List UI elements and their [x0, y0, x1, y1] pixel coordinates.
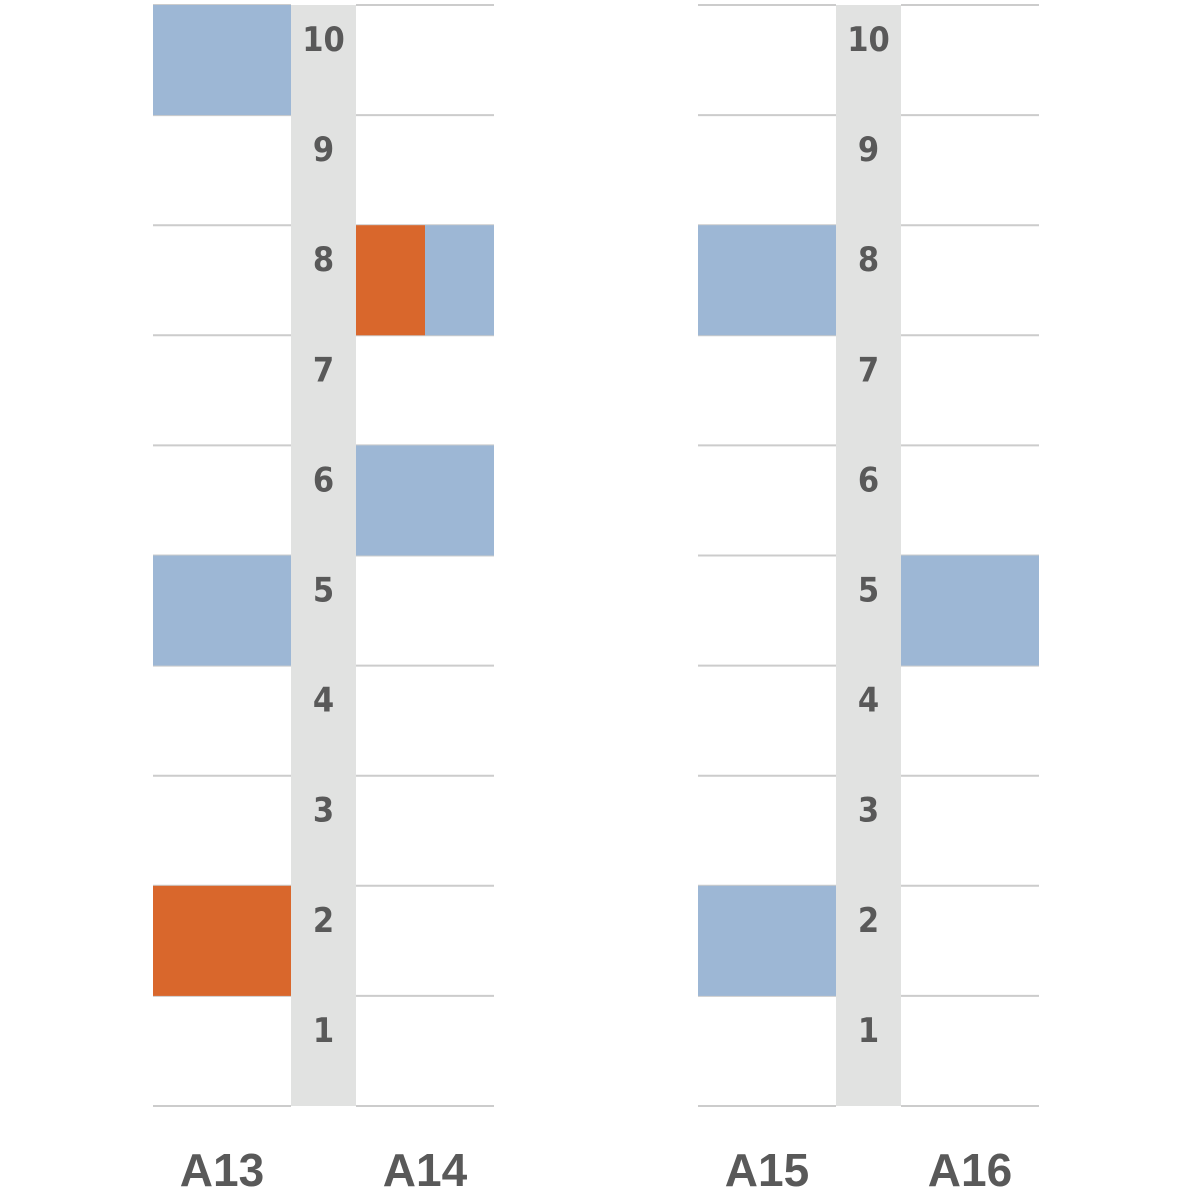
level-label: 9 — [858, 130, 879, 170]
level-spine — [836, 5, 901, 1106]
level-label: 6 — [313, 460, 334, 500]
cell-a15-level-8 — [698, 225, 836, 336]
level-label: 8 — [858, 240, 879, 280]
cell-a13-level-10 — [153, 5, 291, 116]
cell-a14-level-6 — [356, 445, 494, 556]
level-spine — [291, 5, 356, 1106]
level-label: 3 — [858, 791, 879, 831]
level-label: 1 — [313, 1011, 334, 1051]
level-label: 7 — [313, 350, 334, 390]
cell-a13-level-5 — [153, 555, 291, 666]
level-label: 6 — [858, 460, 879, 500]
level-label: 4 — [313, 681, 334, 721]
level-label: 8 — [313, 240, 334, 280]
column-label-a15: A15 — [725, 1144, 809, 1190]
level-label: 3 — [313, 791, 334, 831]
level-label: 9 — [313, 130, 334, 170]
level-label: 2 — [858, 901, 879, 941]
level-label: 1 — [858, 1011, 879, 1051]
level-label: 10 — [302, 20, 345, 60]
level-label: 2 — [313, 901, 334, 941]
level-label: 5 — [313, 571, 334, 611]
cell-a14-level-8 — [425, 225, 494, 336]
level-label: 10 — [847, 20, 890, 60]
cell-a16-level-5 — [901, 555, 1039, 666]
cell-a15-level-2 — [698, 885, 836, 996]
cell-a14-level-8 — [356, 225, 425, 336]
column-label-a16: A16 — [928, 1144, 1012, 1190]
level-label: 5 — [858, 571, 879, 611]
cell-a13-level-2 — [153, 885, 291, 996]
level-label: 7 — [858, 350, 879, 390]
column-label-a14: A14 — [383, 1144, 468, 1190]
level-label: 4 — [858, 681, 879, 721]
column-label-a13: A13 — [180, 1144, 264, 1190]
